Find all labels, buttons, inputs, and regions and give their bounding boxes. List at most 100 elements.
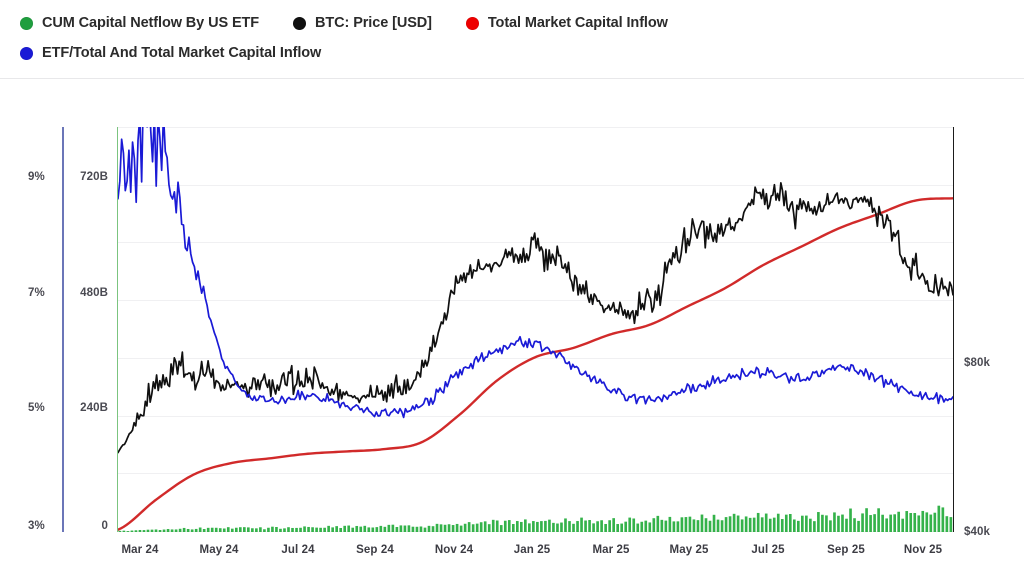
ytick-percent-5: 5% — [28, 402, 45, 414]
bar-cum-capital-netflow — [491, 519, 495, 532]
bar-cum-capital-netflow — [897, 511, 901, 532]
bar-cum-capital-netflow — [616, 524, 619, 532]
bar-cum-capital-netflow — [259, 527, 262, 532]
bar-cum-capital-netflow — [174, 529, 178, 532]
bar-cum-capital-netflow — [881, 514, 884, 532]
bar-cum-capital-netflow — [813, 521, 816, 532]
bar-cum-capital-netflow — [399, 525, 403, 532]
bar-cum-capital-netflow — [909, 513, 913, 532]
axis-line-percent — [62, 127, 64, 532]
bar-cum-capital-netflow — [255, 528, 258, 532]
ytick-percent-9: 9% — [28, 171, 45, 183]
bar-cum-capital-netflow — [423, 527, 427, 532]
bar-cum-capital-netflow — [251, 528, 254, 532]
bar-cum-capital-netflow — [608, 520, 611, 532]
xtick-8: Jul 25 — [751, 544, 785, 556]
bar-cum-capital-netflow — [475, 523, 479, 532]
bar-cum-capital-netflow — [929, 514, 933, 532]
legend-item-total-market-capital-inflow[interactable]: Total Market Capital Inflow — [465, 15, 668, 31]
bar-cum-capital-netflow — [680, 517, 684, 532]
series-etf-total-ratio-line — [118, 127, 953, 419]
bar-cum-capital-netflow — [588, 520, 591, 532]
bar-cum-capital-netflow — [311, 527, 314, 532]
bar-cum-capital-netflow — [499, 525, 503, 532]
bar-cum-capital-netflow — [937, 505, 941, 532]
bar-cum-capital-netflow — [949, 517, 953, 532]
bar-cum-capital-netflow — [463, 523, 467, 532]
bar-cum-capital-netflow — [688, 516, 692, 532]
bar-cum-capital-netflow — [780, 519, 784, 532]
bar-cum-capital-netflow — [849, 508, 852, 532]
bar-cum-capital-netflow — [760, 517, 764, 532]
bar-cum-capital-netflow — [792, 519, 796, 532]
legend-dot-green-icon — [20, 16, 33, 30]
bar-cum-capital-netflow — [768, 518, 772, 532]
bar-cum-capital-netflow — [744, 516, 748, 532]
bar-cum-capital-netflow — [391, 524, 395, 532]
bar-cum-capital-netflow — [536, 521, 539, 532]
bar-cum-capital-netflow — [628, 517, 632, 532]
bar-cum-capital-netflow — [869, 515, 872, 532]
legend-item-cum-capital-netflow[interactable]: CUM Capital Netflow By US ETF — [20, 15, 259, 31]
bar-cum-capital-netflow — [885, 518, 888, 532]
gridlines — [118, 127, 953, 532]
ytick-percent-7: 7% — [28, 287, 45, 299]
bar-cum-capital-netflow — [495, 520, 499, 532]
legend-item-etf-total-ratio[interactable]: ETF/Total And Total Market Capital Inflo… — [20, 45, 321, 61]
bar-cum-capital-netflow — [712, 514, 716, 532]
bar-cum-capital-netflow — [845, 518, 848, 532]
bar-cum-capital-netflow — [447, 524, 451, 532]
bar-cum-capital-netflow — [339, 528, 343, 532]
bar-cum-capital-netflow — [186, 528, 190, 532]
bar-cum-capital-netflow — [299, 527, 302, 532]
bar-cum-capital-netflow — [395, 526, 399, 532]
series-total-market-capital-inflow-line — [118, 197, 953, 531]
bar-cum-capital-netflow — [548, 519, 551, 532]
bar-cum-capital-netflow — [247, 527, 250, 532]
bar-cum-capital-netflow — [648, 522, 652, 532]
xtick-9: Sep 25 — [827, 544, 865, 556]
plot-canvas — [118, 127, 953, 532]
bar-cum-capital-netflow — [243, 527, 246, 532]
bar-cum-capital-netflow — [142, 530, 146, 532]
bar-cum-capital-netflow — [439, 524, 443, 532]
legend-item-btc-price[interactable]: BTC: Price [USD] — [293, 15, 432, 31]
bar-cum-capital-netflow — [877, 508, 880, 532]
bar-cum-capital-netflow — [451, 525, 455, 532]
bar-cum-capital-netflow — [612, 518, 615, 532]
xtick-10: Nov 25 — [903, 544, 943, 556]
bar-cum-capital-netflow — [861, 513, 864, 532]
xtick-4: Nov 24 — [434, 544, 474, 556]
bar-cum-capital-netflow — [178, 528, 182, 532]
bar-cum-capital-netflow — [853, 518, 856, 532]
xtick-7: May 25 — [669, 544, 709, 556]
bar-cum-capital-netflow — [817, 512, 820, 532]
bar-cum-capital-netflow — [740, 519, 744, 532]
bar-cum-capital-netflow — [668, 516, 672, 532]
bar-cum-capital-netflow — [520, 521, 523, 532]
bar-cum-capital-netflow — [363, 525, 367, 532]
bar-cum-capital-netflow — [415, 526, 419, 532]
bar-cum-capital-netflow — [913, 513, 917, 532]
bar-cum-capital-netflow — [825, 515, 828, 532]
bar-cum-capital-netflow — [483, 521, 487, 532]
legend-row-2: ETF/Total And Total Market Capital Inflo… — [20, 38, 1024, 68]
bar-cum-capital-netflow — [945, 516, 949, 532]
bar-cum-capital-netflow — [941, 507, 945, 532]
bar-cum-capital-netflow — [524, 519, 527, 532]
xtick-5: Jan 25 — [513, 544, 551, 556]
bar-cum-capital-netflow — [889, 514, 892, 532]
bar-cum-capital-netflow — [230, 528, 234, 532]
bar-cum-capital-netflow — [351, 527, 355, 532]
bar-cum-capital-netflow — [170, 529, 174, 532]
xtick-0: Mar 24 — [121, 544, 159, 556]
bar-cum-capital-netflow — [283, 528, 286, 532]
bar-cum-capital-netflow — [620, 523, 624, 532]
bar-cum-capital-netflow — [660, 519, 664, 532]
bar-cum-capital-netflow — [917, 515, 921, 532]
legend-label-cum-capital-netflow: CUM Capital Netflow By US ETF — [42, 15, 260, 31]
legend-label-btc-price: BTC: Price [USD] — [315, 15, 432, 31]
bar-cum-capital-netflow — [234, 527, 238, 532]
bar-cum-capital-netflow — [716, 519, 720, 532]
bar-cum-capital-netflow — [821, 514, 824, 532]
